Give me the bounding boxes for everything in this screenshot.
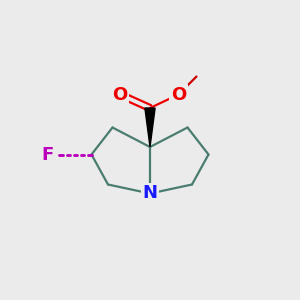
Text: O: O <box>112 85 128 103</box>
Text: N: N <box>142 184 158 202</box>
Text: F: F <box>42 146 54 164</box>
Polygon shape <box>145 108 155 147</box>
Text: O: O <box>171 85 186 103</box>
